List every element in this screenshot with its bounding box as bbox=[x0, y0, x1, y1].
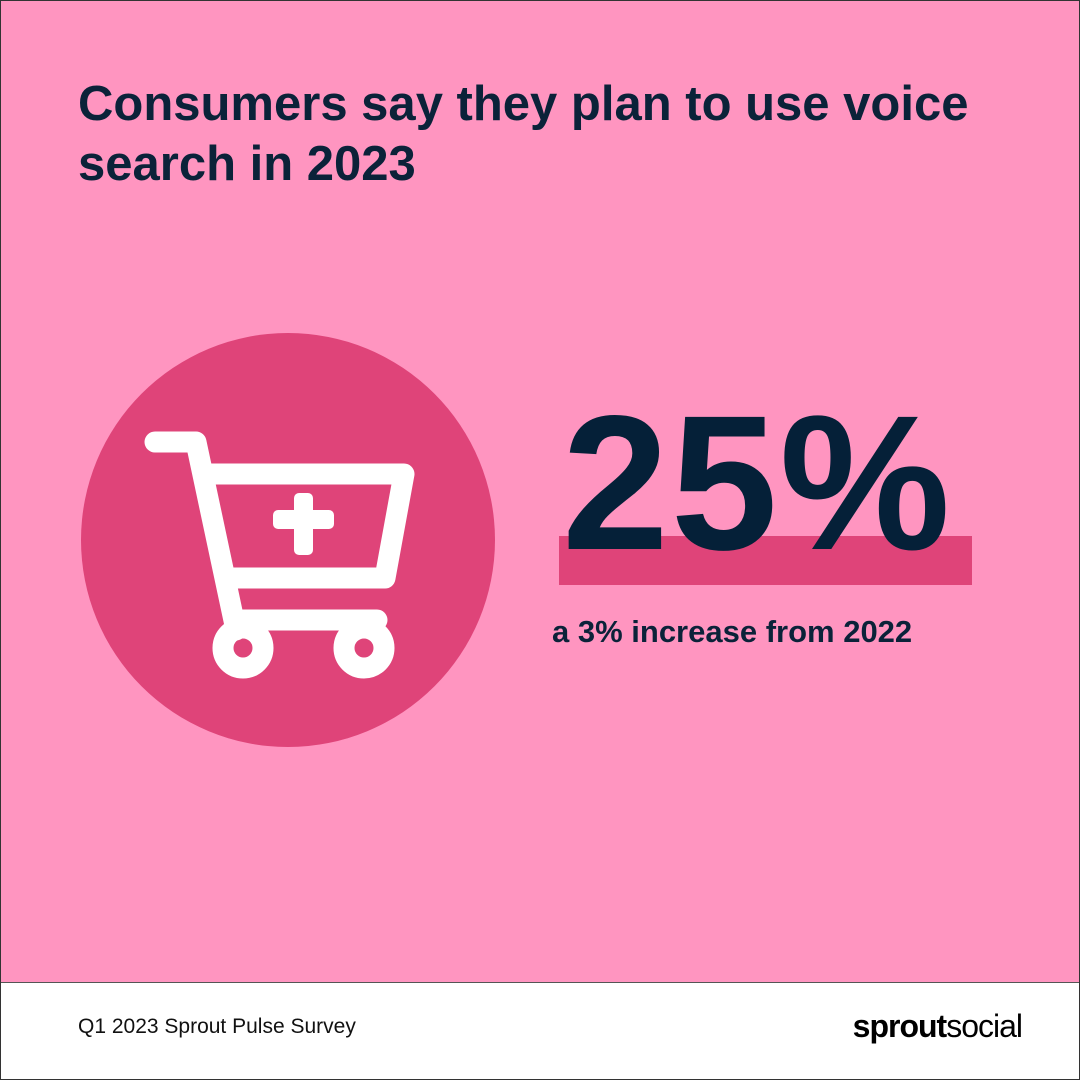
logo-bold: sprout bbox=[852, 1008, 948, 1044]
headline: Consumers say they plan to use voice sea… bbox=[78, 77, 969, 191]
stat-caption: a 3% increase from 2022 bbox=[552, 614, 913, 649]
stat-value: 25% bbox=[562, 375, 953, 590]
sprout-social-logo: sproutsocial bbox=[852, 1008, 1023, 1045]
infographic-panel: Consumers say they plan to use voice sea… bbox=[0, 0, 1080, 983]
source-label: Q1 2023 Sprout Pulse Survey bbox=[78, 1015, 356, 1038]
icon-circle bbox=[81, 333, 495, 747]
shopping-cart-add-icon bbox=[144, 431, 415, 679]
logo-light: social bbox=[946, 1008, 1023, 1044]
highlight-bar bbox=[559, 536, 972, 585]
